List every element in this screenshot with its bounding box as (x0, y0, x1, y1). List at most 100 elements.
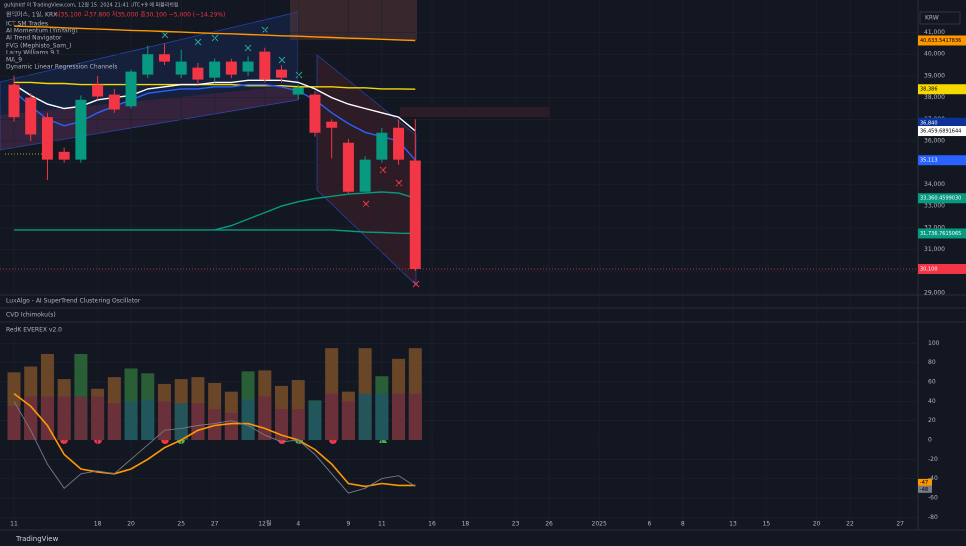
y-tick-label: 20 (928, 417, 936, 424)
price-tag-label: 31,736.7615065 (920, 231, 961, 237)
x-tick-label: 27 (896, 521, 904, 528)
y-tick-label: 29,000 (924, 289, 945, 296)
histogram-lower (107, 403, 121, 440)
x-tick-label: 9 (346, 521, 350, 528)
price-tag (918, 263, 966, 274)
y-tick-label: 41,000 (924, 29, 945, 36)
price-tag (918, 155, 966, 166)
ohlc: 시35,100 고37,800 저35,000 종30,100 −5,000 (… (55, 11, 225, 19)
candle-body (25, 97, 37, 135)
histogram-lower (224, 412, 238, 440)
candle-body (376, 132, 388, 160)
y-tick-label: 80 (928, 359, 936, 366)
oscillator-line (13, 392, 416, 488)
x-tick-label: 4 (296, 521, 300, 528)
y-tick-label: -40 (928, 475, 938, 482)
histogram-lower (308, 401, 322, 440)
y-tick-label: 39,000 (924, 72, 945, 79)
x-tick-label: 16 (428, 521, 436, 528)
value-tag-label: -47 (920, 480, 928, 486)
x-tick-label: 2025 (592, 521, 607, 528)
y-tick-label: 40 (928, 398, 936, 405)
histogram-lower (57, 396, 71, 440)
price-tag-label: 38,386 (920, 87, 938, 93)
candle-body (242, 61, 254, 72)
y-tick-label: 34,000 (924, 181, 945, 188)
candle-body (393, 127, 405, 160)
x-tick-label: 27 (211, 521, 219, 528)
histogram-lower (124, 401, 138, 440)
histogram-lower (291, 409, 305, 440)
currency-box[interactable] (919, 11, 961, 25)
price-tag-label: 35,113 (920, 158, 938, 164)
y-tick-label: 36,000 (924, 137, 945, 144)
x-tick-label: 22 (846, 521, 854, 528)
x-tick-label: 6 (647, 521, 651, 528)
price-tag (918, 35, 966, 46)
price-tag (918, 193, 966, 204)
value-tag (918, 478, 932, 486)
candle-body (75, 99, 87, 160)
candle-body (209, 61, 221, 78)
y-tick-label: 0 (928, 436, 932, 443)
indicator-line (13, 25, 416, 42)
fvg-zone (400, 107, 550, 117)
candle-body (158, 54, 170, 62)
candle-body (342, 142, 354, 192)
candle-body (125, 71, 137, 107)
sell-signal (362, 166, 420, 288)
y-tick-label: 31,000 (924, 246, 945, 253)
indicator: AI Momentum [YinYang] (6, 28, 78, 35)
histogram-lower (241, 399, 255, 440)
symbol: 원익머스, 1일, KRX (6, 11, 57, 19)
x-tick-label: 20 (127, 521, 135, 528)
histogram-lower (392, 393, 406, 440)
y-tick-label: 32,000 (924, 224, 945, 231)
candle-body (175, 61, 187, 75)
candle-body (142, 54, 154, 75)
footer-brand: TradingView (15, 535, 59, 543)
price-tag-label: 40,633.5417836 (920, 38, 961, 44)
candle-body (292, 87, 304, 95)
candle-body (259, 51, 271, 80)
histogram-lower (40, 396, 54, 440)
fvg-zone (290, 0, 417, 40)
candle-body (359, 159, 371, 192)
x-tick-label: 20 (813, 521, 821, 528)
pane-title: LuxAlgo - AI SuperTrend Clustering Oscil… (6, 298, 141, 305)
y-tick-label: -20 (928, 456, 938, 463)
x-tick-label: 18 (94, 521, 102, 528)
histogram-lower (174, 403, 188, 440)
candle-body (41, 117, 53, 160)
value-tag (918, 485, 932, 493)
price-tag-label: 33,360.4599030 (920, 196, 961, 202)
pane-title: CVD Ichimoku(s) (6, 312, 56, 319)
candle-body (108, 94, 120, 110)
histogram-lower (341, 401, 355, 440)
x-tick-label: 12월 (258, 520, 271, 528)
indicator-line (14, 81, 416, 90)
histogram-lower (325, 393, 339, 440)
candle-body (192, 67, 204, 80)
y-tick-label: 40,000 (924, 51, 945, 58)
publisher: gufqhktf 이 TradingView.com, 12월 15, 2024… (4, 2, 179, 9)
regression-channel-lower (0, 85, 298, 150)
x-tick-label: 11 (378, 521, 386, 528)
x-tick-label: 8 (681, 521, 685, 528)
price-tag (918, 84, 966, 95)
price-tag (918, 117, 966, 128)
price-tag-label: 36,840 (920, 120, 938, 126)
pane-title: RedK EVEREX v2.0 (6, 327, 62, 334)
y-tick-label: -60 (928, 494, 938, 501)
indicator: ICT SM Trades (6, 21, 48, 28)
histogram-lower (358, 393, 372, 440)
x-tick-label: 23 (512, 521, 520, 528)
histogram-lower (91, 396, 105, 440)
indicator: FVG (Mephisto_Sam_) (6, 43, 71, 50)
oscillator-line (13, 401, 416, 494)
x-tick-label: 11 (10, 521, 18, 528)
y-tick-label: 60 (928, 379, 936, 386)
value-tag-label: -48 (920, 487, 928, 493)
